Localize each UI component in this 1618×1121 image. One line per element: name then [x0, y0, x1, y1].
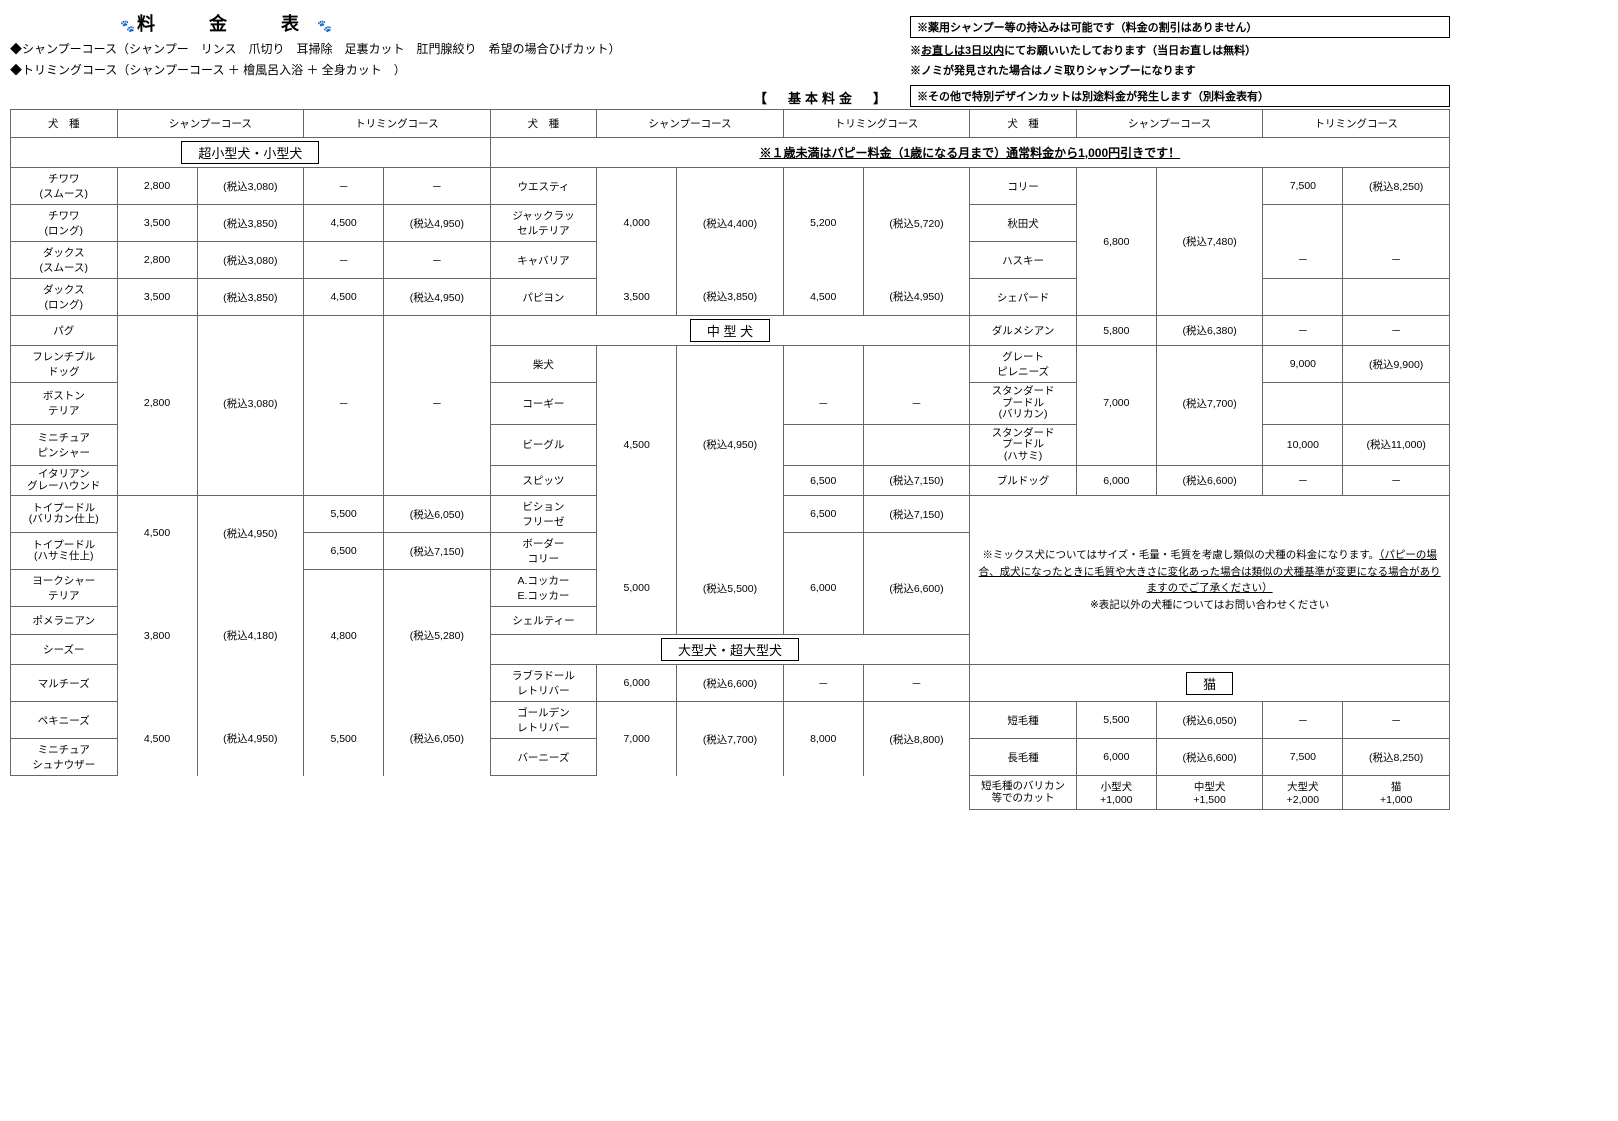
price-table: 犬 種シャンプーコーストリミングコース 犬 種シャンプーコーストリミングコース … [10, 109, 1450, 810]
note-1: ※薬用シャンプー等の持込みは可能です（料金の割引はありません） [910, 16, 1450, 38]
puppy-notice: ※１歳未満はパピー料金（1歳になる月まで）通常料金から1,000円引きです！ [490, 138, 1449, 168]
section-basic: 【 基本料金 】 [10, 88, 890, 107]
table-row: ボストンテリア 2,800(税込3,080)－－ コーギー －－ スタンダードプ… [11, 383, 1450, 425]
category-cat: 猫 [970, 665, 1450, 702]
note-4: ※その他で特別デザインカットは別途料金が発生します（別料金表有） [910, 85, 1450, 107]
category-medium: 中 型 犬 [490, 316, 970, 346]
note-2: ※お直しは3日以内にてお願いいたしております（当日お直しは無料） [910, 42, 1450, 58]
table-row: マルチーズ ラブラドールレトリバー6,000(税込6,600)－－ 猫 [11, 665, 1450, 702]
table-row: ミニチュアピンシャー ビーグル 4,500(税込4,950) スタンダードプード… [11, 424, 1450, 466]
course-desc-1: シャンプーコース（シャンプー リンス 爪切り 耳掃除 足裏カット 肛門腺絞り 希… [10, 40, 910, 57]
page-title: 🐾料 金 表🐾 [120, 10, 910, 36]
table-row: イタリアングレーハウンド スピッツ 6,500(税込7,150) ブルドッグ6,… [11, 466, 1450, 496]
course-desc-2: トリミングコース（シャンプーコース ＋ 檜風呂入浴 ＋ 全身カット ） [10, 61, 910, 78]
mix-notice: ※ミックス犬についてはサイズ・毛量・毛質を考慮し類似の犬種の料金になります。（パ… [970, 496, 1450, 665]
table-row: ダックス(ロング)3,500(税込3,850)4,500(税込4,950) パピ… [11, 279, 1450, 316]
table-row: トイプードル(バリカン仕上) 4,500(税込4,950) 5,500(税込6,… [11, 496, 1450, 533]
table-row: パグ 中 型 犬 ダルメシアン5,800(税込6,380)－－ [11, 316, 1450, 346]
table-header: 犬 種シャンプーコーストリミングコース 犬 種シャンプーコーストリミングコース … [11, 110, 1450, 138]
table-row: 短毛種のバリカン等でのカット 小型犬+1,000 中型犬+1,500 大型犬+2… [11, 776, 1450, 810]
category-small: 超小型犬・小型犬 [11, 138, 491, 168]
category-large: 大型犬・超大型犬 [490, 635, 970, 665]
table-row: フレンチブルドッグ 柴犬 グレートピレニーズ 9,000(税込9,900) [11, 346, 1450, 383]
table-row: チワワ(スムース)2,800(税込3,080)－－ ウエスティ 4,000(税込… [11, 168, 1450, 205]
note-3: ※ノミが発見された場合はノミ取りシャンプーになります [910, 62, 1450, 78]
table-row: ペキニーズ 4,500(税込4,950) 5,500(税込6,050) ゴールデ… [11, 702, 1450, 739]
